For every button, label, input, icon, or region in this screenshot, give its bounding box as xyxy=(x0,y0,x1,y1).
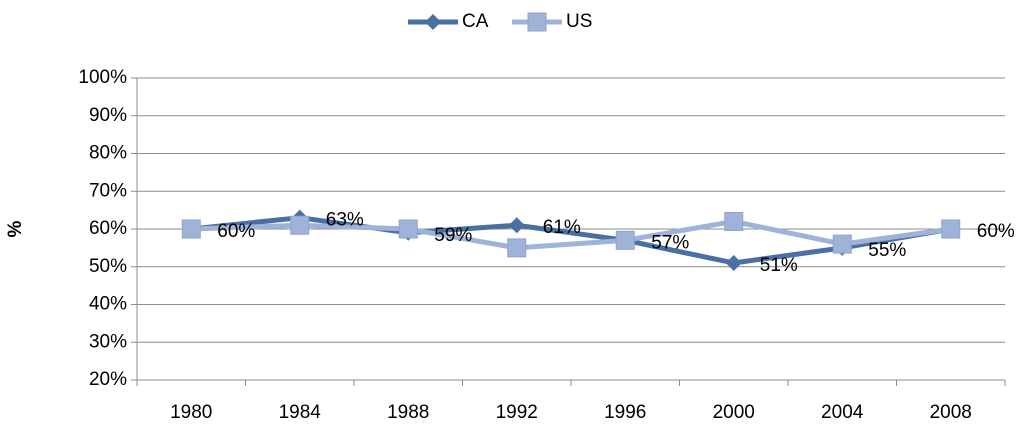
data-label: 61% xyxy=(543,217,581,238)
data-point xyxy=(725,254,742,271)
x-tick-label: 2004 xyxy=(821,402,864,423)
data-point xyxy=(181,219,201,239)
y-axis-label: % xyxy=(5,220,26,237)
x-tick-label: 1984 xyxy=(279,402,322,423)
data-label: 60% xyxy=(977,221,1015,242)
y-tick-label: 60% xyxy=(89,218,127,239)
legend-label: CA xyxy=(462,11,489,32)
x-tick-label: 1992 xyxy=(496,402,538,423)
y-tick-label: 90% xyxy=(89,105,127,126)
data-point xyxy=(941,219,961,239)
data-point xyxy=(615,230,635,250)
data-point xyxy=(724,211,744,231)
data-label: 55% xyxy=(868,240,906,261)
y-tick-label: 80% xyxy=(89,143,127,164)
data-label: 60% xyxy=(217,221,255,242)
y-tick-label: 30% xyxy=(89,331,127,352)
y-tick-label: 100% xyxy=(78,67,127,88)
x-tick-label: 2000 xyxy=(713,402,755,423)
series-line xyxy=(190,215,952,266)
data-label: 59% xyxy=(434,225,472,246)
legend-marker xyxy=(527,12,547,32)
data-label: 51% xyxy=(760,255,798,276)
data-label: 57% xyxy=(651,232,689,253)
data-point xyxy=(290,215,310,235)
y-tick-label: 40% xyxy=(89,294,127,315)
y-tick-label: 70% xyxy=(89,180,127,201)
legend-marker xyxy=(425,14,441,30)
data-point xyxy=(508,217,525,234)
x-tick-label: 1988 xyxy=(387,402,429,423)
data-point xyxy=(507,238,527,258)
y-tick-label: 20% xyxy=(89,369,127,390)
x-tick-label: 1996 xyxy=(604,402,646,423)
x-tick-label: 2008 xyxy=(930,402,972,423)
series-line xyxy=(191,218,952,251)
data-point xyxy=(832,234,852,254)
data-label: 63% xyxy=(326,210,364,231)
y-tick-label: 50% xyxy=(89,256,127,277)
x-tick-label: 1980 xyxy=(170,402,212,423)
data-point xyxy=(398,219,418,239)
legend-label: US xyxy=(566,11,592,32)
